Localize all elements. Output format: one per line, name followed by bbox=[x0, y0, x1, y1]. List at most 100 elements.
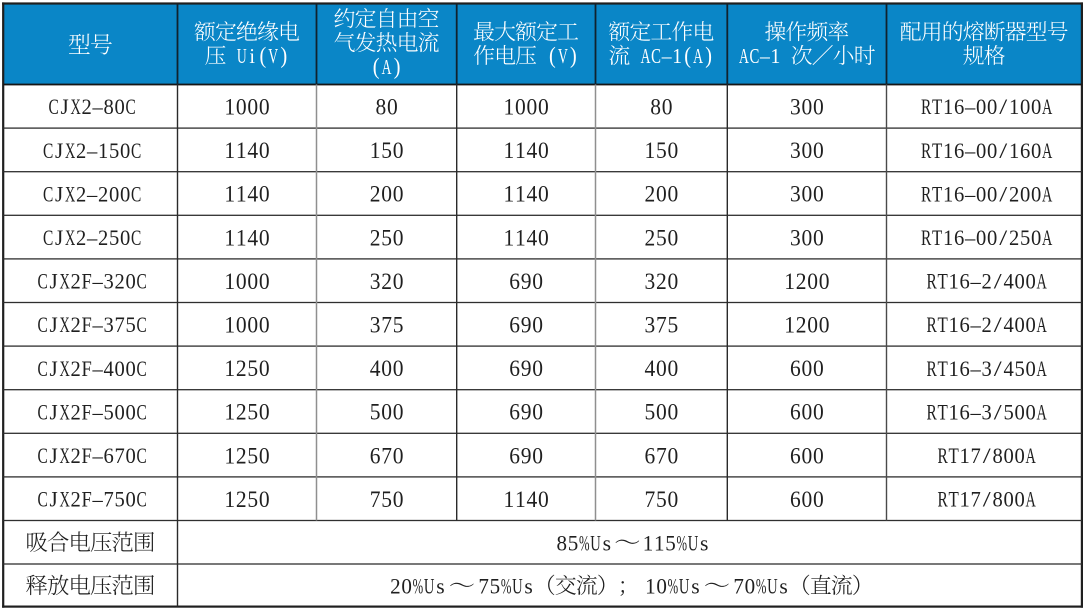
svg-text:J: J bbox=[49, 269, 57, 293]
svg-text:0: 0 bbox=[813, 94, 824, 120]
svg-text:0: 0 bbox=[802, 94, 813, 120]
svg-text:7: 7 bbox=[478, 574, 489, 599]
svg-text:6: 6 bbox=[509, 355, 520, 381]
svg-text:0: 0 bbox=[259, 399, 270, 425]
svg-text:0: 0 bbox=[987, 95, 997, 120]
svg-text:A: A bbox=[1037, 357, 1048, 382]
svg-text:X: X bbox=[59, 488, 70, 513]
svg-text:A: A bbox=[1037, 400, 1048, 425]
svg-text:2: 2 bbox=[236, 355, 247, 381]
svg-text:9: 9 bbox=[521, 355, 532, 381]
svg-text:–: – bbox=[964, 182, 976, 207]
svg-text:6: 6 bbox=[960, 269, 971, 294]
svg-text:(: ( bbox=[259, 41, 266, 68]
svg-text:0: 0 bbox=[538, 225, 549, 251]
svg-text:1: 1 bbox=[645, 137, 656, 163]
svg-text:s: s bbox=[524, 573, 532, 599]
svg-text:0: 0 bbox=[813, 181, 824, 207]
svg-text:2: 2 bbox=[76, 182, 86, 207]
svg-text:1: 1 bbox=[370, 137, 381, 163]
svg-text:5: 5 bbox=[490, 574, 501, 599]
svg-text:0: 0 bbox=[247, 268, 258, 294]
svg-text:0: 0 bbox=[807, 312, 818, 338]
svg-text:–: – bbox=[91, 269, 103, 294]
svg-text:1: 1 bbox=[236, 181, 247, 207]
svg-text:5: 5 bbox=[568, 531, 579, 556]
svg-text:–: – bbox=[86, 138, 98, 163]
svg-text:5: 5 bbox=[665, 531, 676, 556]
svg-text:0: 0 bbox=[987, 182, 997, 207]
svg-text:A: A bbox=[641, 44, 651, 68]
svg-text:0: 0 bbox=[381, 399, 392, 425]
svg-text:0: 0 bbox=[668, 137, 679, 163]
svg-text:J: J bbox=[49, 487, 57, 511]
svg-text:2: 2 bbox=[390, 574, 401, 599]
svg-text:4: 4 bbox=[527, 181, 538, 207]
svg-text:0: 0 bbox=[1015, 313, 1025, 338]
svg-text:0: 0 bbox=[819, 268, 830, 294]
svg-text:5: 5 bbox=[656, 225, 667, 251]
svg-text:1: 1 bbox=[784, 312, 795, 338]
svg-text:8: 8 bbox=[557, 531, 568, 556]
svg-text:0: 0 bbox=[259, 225, 270, 251]
svg-text:0: 0 bbox=[393, 181, 404, 207]
svg-text:0: 0 bbox=[813, 486, 824, 512]
svg-text:1: 1 bbox=[504, 137, 515, 163]
svg-text:/: / bbox=[999, 138, 1008, 163]
svg-text:A: A bbox=[1042, 226, 1053, 251]
svg-text:F: F bbox=[81, 270, 91, 294]
svg-text:6: 6 bbox=[790, 355, 801, 381]
svg-text:0: 0 bbox=[668, 268, 679, 294]
svg-text:s: s bbox=[691, 573, 699, 599]
svg-text:0: 0 bbox=[1031, 225, 1041, 250]
svg-text:6: 6 bbox=[954, 225, 965, 250]
svg-text:–: – bbox=[91, 356, 103, 381]
svg-text:8: 8 bbox=[650, 94, 661, 120]
svg-text:0: 0 bbox=[802, 225, 813, 251]
svg-text:2: 2 bbox=[796, 312, 807, 338]
svg-text:R: R bbox=[938, 488, 949, 512]
svg-text:J: J bbox=[49, 313, 57, 337]
svg-text:1: 1 bbox=[224, 355, 235, 381]
svg-text:3: 3 bbox=[103, 269, 113, 294]
svg-text:2: 2 bbox=[656, 268, 667, 294]
svg-text:(: ( bbox=[684, 41, 691, 68]
svg-text:1: 1 bbox=[515, 181, 526, 207]
svg-text:0: 0 bbox=[259, 312, 270, 338]
svg-text:0: 0 bbox=[527, 94, 538, 120]
svg-text:–: – bbox=[86, 182, 98, 207]
svg-text:T: T bbox=[949, 489, 959, 513]
svg-text:2: 2 bbox=[796, 268, 807, 294]
svg-text:U: U bbox=[590, 531, 601, 556]
svg-text:0: 0 bbox=[1004, 443, 1014, 468]
svg-text:C: C bbox=[136, 270, 146, 294]
svg-text:0: 0 bbox=[668, 486, 679, 512]
svg-text:6: 6 bbox=[1020, 138, 1031, 163]
svg-text:0: 0 bbox=[1031, 138, 1041, 163]
svg-text:0: 0 bbox=[120, 138, 130, 163]
svg-text:0: 0 bbox=[813, 443, 824, 469]
svg-text:0: 0 bbox=[393, 355, 404, 381]
svg-text:0: 0 bbox=[819, 312, 830, 338]
svg-text:A: A bbox=[693, 44, 703, 68]
svg-text:1: 1 bbox=[504, 181, 515, 207]
svg-text:J: J bbox=[49, 400, 57, 424]
svg-text:2: 2 bbox=[114, 269, 124, 294]
svg-text:5: 5 bbox=[370, 399, 381, 425]
svg-text:0: 0 bbox=[393, 268, 404, 294]
svg-text:C: C bbox=[131, 139, 141, 163]
svg-text:3: 3 bbox=[103, 313, 113, 338]
svg-text:0: 0 bbox=[393, 486, 404, 512]
svg-text:1: 1 bbox=[515, 486, 526, 512]
svg-text:0: 0 bbox=[114, 356, 124, 381]
svg-text:4: 4 bbox=[1004, 356, 1015, 381]
svg-text:A: A bbox=[1037, 270, 1048, 295]
svg-text:C: C bbox=[136, 357, 146, 381]
svg-text:0: 0 bbox=[668, 225, 679, 251]
svg-text:X: X bbox=[70, 95, 81, 120]
svg-text:1: 1 bbox=[224, 268, 235, 294]
svg-text:0: 0 bbox=[532, 268, 543, 294]
svg-text:A: A bbox=[1042, 139, 1053, 164]
svg-text:2: 2 bbox=[70, 356, 80, 381]
svg-text:0: 0 bbox=[987, 225, 997, 250]
